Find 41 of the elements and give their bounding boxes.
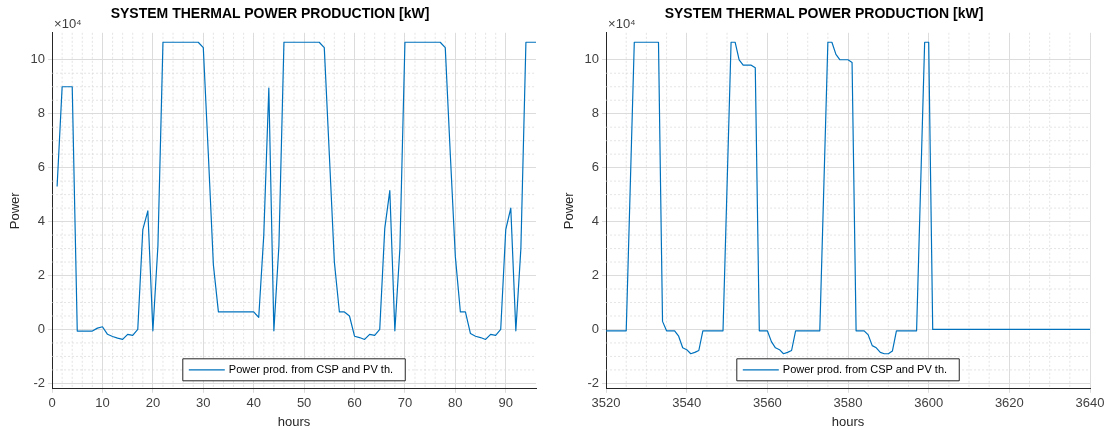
x-tick-label: 60 [347,395,362,411]
legend-label: Power prod. from CSP and PV th. [228,362,394,375]
y-tick-label: -2 [587,374,600,390]
x-tick-label: 3620 [994,395,1024,411]
y-tick-label: 0 [37,321,46,337]
x-tick-label: 3540 [672,395,702,411]
chart-title: SYSTEM THERMAL POWER PRODUCTION [kW] [110,5,430,22]
x-tick-label: 3600 [914,395,944,411]
y-tick-label: 2 [591,267,600,283]
x-tick-label: 3560 [752,395,782,411]
y-tick-label: 4 [37,213,46,229]
x-tick-label: 50 [296,395,312,411]
legend-label: Power prod. from CSP and PV th. [782,362,948,375]
x-tick-label: 30 [196,395,211,411]
y-tick-label: 10 [30,51,46,67]
y-tick-label: 4 [591,213,600,229]
x-tick-label: 40 [246,395,261,411]
x-tick-label: 3640 [1075,395,1105,411]
chart-title: SYSTEM THERMAL POWER PRODUCTION [kW] [664,5,984,22]
y-tick-label: 8 [37,105,46,121]
y-axis-title: Power [561,191,577,230]
x-tick-label: 0 [48,395,56,411]
x-tick-label: 80 [448,395,463,411]
x-tick-label: 3520 [591,395,621,411]
y-axis-title: Power [7,191,23,230]
x-tick-label: 10 [95,395,110,411]
y-tick-label: 6 [37,159,46,175]
x-tick-label: 90 [498,395,513,411]
y-tick-label: 6 [591,159,600,175]
x-axis-title: hours [277,413,311,429]
x-tick-label: 3580 [833,395,863,411]
y-tick-label: 8 [591,105,600,121]
y-tick-label: -2 [33,374,46,390]
x-axis-title: hours [831,413,865,429]
text: ×10⁴ [608,15,636,31]
y-tick-label: 10 [584,51,600,67]
y-tick-label: 0 [591,321,600,337]
x-tick-label: 70 [397,395,413,411]
y-tick-label: 2 [37,267,46,283]
x-tick-label: 20 [145,395,161,411]
text: ×10⁴ [54,15,82,31]
